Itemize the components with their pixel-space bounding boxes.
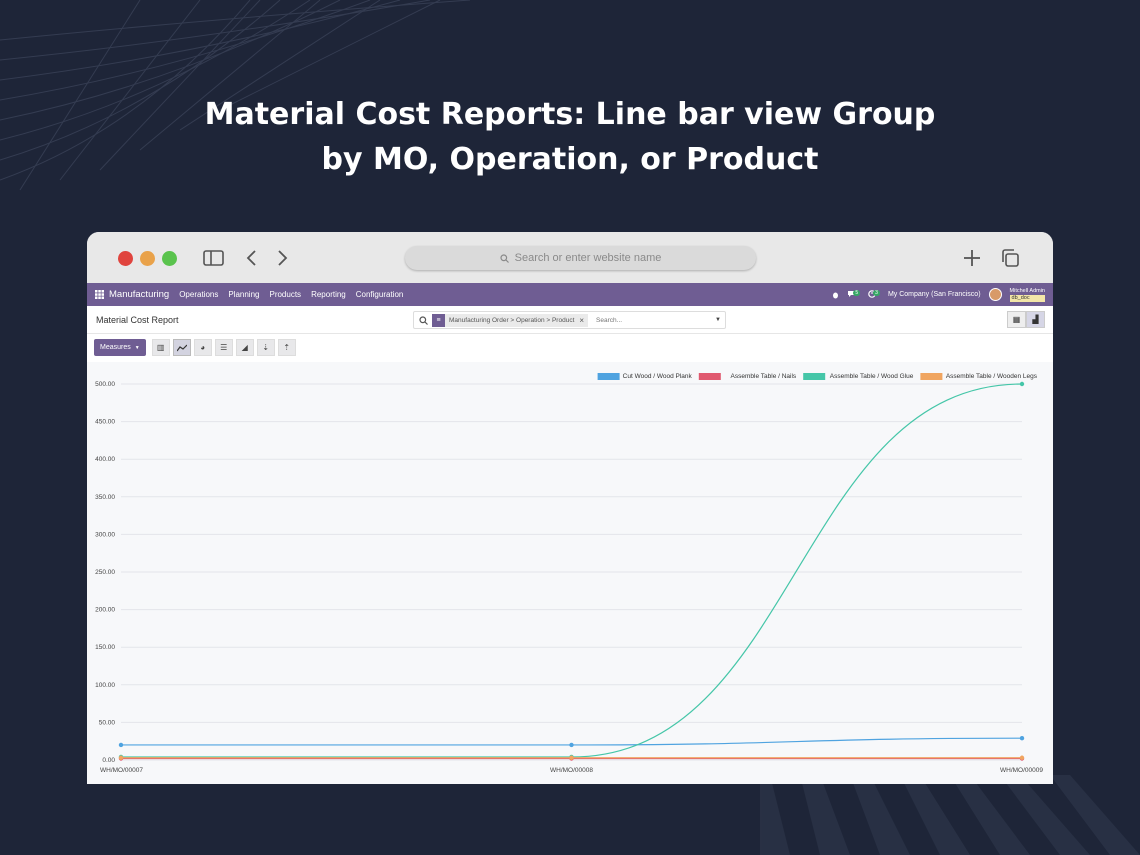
headline-line-1: Material Cost Reports: Line bar view Gro…	[204, 97, 936, 132]
remove-facet-icon[interactable]: ×	[579, 315, 585, 325]
bar-chart-button[interactable]: ▥	[151, 339, 170, 356]
y-tick-label: 300.00	[95, 531, 115, 538]
bar-chart-icon: ▥	[156, 343, 165, 352]
pivot-view-button[interactable]: ▦	[1007, 311, 1026, 328]
decorative-stripes	[760, 775, 1140, 855]
menu-configuration[interactable]: Configuration	[355, 290, 404, 299]
sort-ascending-button[interactable]: ⇡	[277, 339, 296, 356]
sort-desc-icon: ⇣	[262, 343, 270, 352]
search-bar: ≡ Manufacturing Order > Operation > Prod…	[413, 311, 726, 329]
url-placeholder: Search or enter website name	[514, 252, 662, 264]
measures-label: Measures	[100, 344, 131, 351]
forward-icon[interactable]	[276, 250, 288, 266]
minimize-window-button[interactable]	[140, 251, 155, 266]
graph-view-button[interactable]: ▟	[1026, 311, 1045, 328]
decorative-grid	[0, 0, 471, 191]
page-title: Material Cost Report	[96, 314, 179, 325]
sort-descending-button[interactable]: ⇣	[256, 339, 275, 356]
legend-label: Cut Wood / Wood Plank	[623, 373, 693, 380]
x-tick-label: WH/MO/00008	[550, 767, 593, 774]
sort-asc-icon: ⇡	[283, 343, 291, 352]
new-tab-icon[interactable]	[963, 249, 981, 267]
data-point	[118, 755, 124, 760]
browser-chrome: Search or enter website name	[87, 232, 1053, 283]
activities-indicator[interactable]: 3	[868, 289, 880, 300]
bug-icon[interactable]	[832, 291, 839, 299]
y-tick-label: 50.00	[99, 719, 116, 726]
measures-dropdown[interactable]: Measures ▼	[94, 339, 146, 356]
legend-swatch	[597, 373, 620, 380]
y-tick-label: 450.00	[95, 419, 115, 426]
sidebar-toggle-icon[interactable]	[203, 250, 224, 266]
database-name: db_doc	[1009, 294, 1045, 302]
y-tick-label: 150.00	[95, 644, 115, 651]
browser-window: Search or enter website name Manufacturi…	[87, 232, 1053, 784]
legend-label: Assemble Table / Nails	[731, 373, 797, 380]
legend-swatch	[803, 373, 826, 380]
search-input[interactable]	[596, 316, 697, 324]
odoo-navbar: Manufacturing Operations Planning Produc…	[87, 283, 1053, 306]
data-point	[569, 742, 574, 748]
y-tick-label: 200.00	[95, 607, 115, 614]
y-tick-label: 0.00	[102, 757, 115, 764]
messages-indicator[interactable]: 5	[847, 289, 861, 300]
data-point	[569, 755, 574, 760]
apps-grid-icon[interactable]	[95, 290, 104, 299]
cumulative-button[interactable]: ◢	[235, 339, 254, 356]
legend-swatch	[698, 373, 721, 380]
x-tick-label: WH/MO/00007	[100, 767, 143, 774]
maximize-window-button[interactable]	[162, 251, 177, 266]
close-window-button[interactable]	[118, 251, 133, 266]
pie-chart-icon: ◕	[200, 343, 206, 352]
line-chart: 0.00 50.00 100.00 150.00 200.00 250.00 300.00 3…	[87, 362, 1053, 784]
menu-products[interactable]: Products	[269, 290, 302, 299]
control-panel: Material Cost Report ≡ Manufacturing Ord…	[87, 306, 1053, 334]
graph-toolbar: Measures ▼ ▥ ◕ ☰ ◢ ⇣ ⇡	[87, 334, 1053, 361]
search-icon	[419, 315, 428, 325]
headline: Material Cost Reports: Line bar view Gro…	[0, 92, 1140, 182]
data-point	[1019, 381, 1025, 387]
navbar-systray: 5 3 My Company (San Francisco) Mitchell …	[832, 283, 1045, 306]
database-icon: ☰	[220, 343, 228, 352]
y-tick-label: 500.00	[95, 381, 115, 388]
tabs-overview-icon[interactable]	[1001, 249, 1019, 267]
data-point	[118, 742, 124, 748]
legend-swatch	[920, 373, 943, 380]
user-menu[interactable]: Mitchell Admin db_doc	[1009, 287, 1045, 302]
headline-line-2: by MO, Operation, or Product	[321, 142, 819, 177]
data-point	[1019, 735, 1025, 741]
menu-planning[interactable]: Planning	[228, 290, 260, 299]
user-name: Mitchell Admin	[1009, 287, 1045, 294]
app-name[interactable]: Manufacturing	[109, 289, 170, 300]
search-icon	[500, 253, 509, 263]
url-bar[interactable]: Search or enter website name	[405, 246, 756, 270]
y-tick-label: 100.00	[95, 682, 115, 689]
menu-reporting[interactable]: Reporting	[311, 290, 346, 299]
groupby-facet: ≡ Manufacturing Order > Operation > Prod…	[432, 313, 589, 327]
y-tick-label: 400.00	[95, 456, 115, 463]
search-dropdown-toggle[interactable]: ▼	[715, 317, 721, 323]
data-point	[1019, 755, 1025, 760]
x-tick-label: WH/MO/00009	[1000, 767, 1043, 774]
stacked-button[interactable]: ☰	[214, 339, 233, 356]
layers-icon: ≡	[432, 313, 445, 327]
series-line	[120, 383, 1023, 758]
legend-label: Assemble Table / Wooden Legs	[946, 373, 1038, 380]
activities-badge: 3	[873, 289, 880, 296]
company-switcher[interactable]: My Company (San Francisco)	[887, 291, 981, 298]
line-chart-icon	[176, 344, 187, 351]
avatar[interactable]	[988, 288, 1002, 301]
facet-label: Manufacturing Order > Operation > Produc…	[449, 316, 575, 324]
caret-down-icon: ▼	[134, 344, 140, 351]
legend-label: Assemble Table / Wood Glue	[830, 373, 914, 380]
back-icon[interactable]	[246, 250, 258, 266]
pie-chart-button[interactable]: ◕	[193, 339, 212, 356]
y-tick-label: 350.00	[95, 494, 115, 501]
menu-operations[interactable]: Operations	[179, 290, 219, 299]
messages-badge: 5	[853, 289, 861, 296]
area-chart-icon: ◢	[241, 343, 248, 352]
view-switcher: ▦ ▟	[1007, 311, 1045, 328]
line-chart-button[interactable]	[172, 339, 191, 356]
y-tick-label: 250.00	[95, 569, 115, 576]
